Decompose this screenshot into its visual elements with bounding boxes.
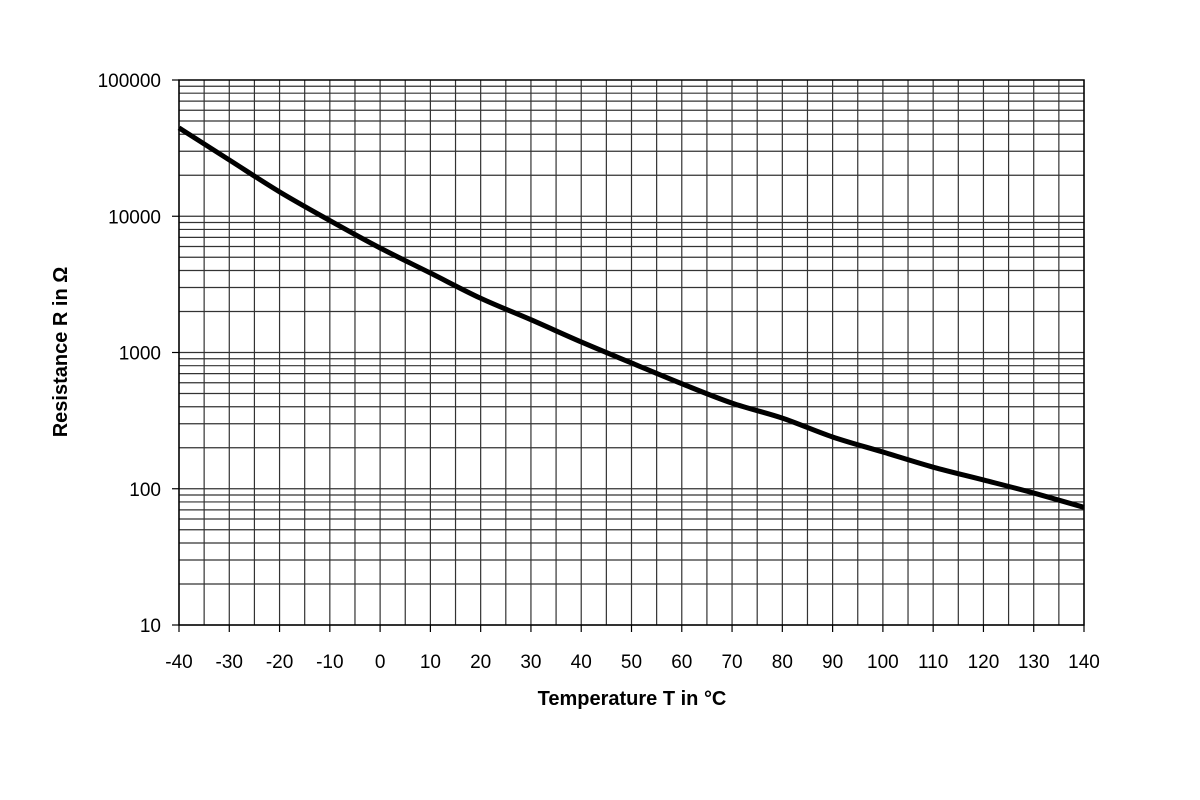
y-tick-label: 100000 (98, 71, 161, 92)
x-tick-label: 40 (571, 652, 592, 673)
x-tick-label: -30 (216, 652, 243, 673)
y-tick-label: 1000 (119, 344, 161, 365)
x-tick-label: 130 (1018, 652, 1050, 673)
x-tick-label: -10 (316, 652, 343, 673)
y-tick-label: 100 (129, 480, 161, 501)
y-axis-ticks: 10 100 1000 10000 100000 (98, 71, 179, 637)
x-tick-label: -20 (266, 652, 293, 673)
x-tick-label: 90 (822, 652, 843, 673)
grid (178, 80, 1085, 626)
x-tick-label: 80 (772, 652, 793, 673)
series-line (177, 125, 1085, 510)
x-tick-label: 50 (621, 652, 642, 673)
x-tick-label: 110 (918, 652, 948, 673)
x-tick-label: 70 (721, 652, 742, 673)
x-tick-label: 10 (420, 652, 441, 673)
y-tick-label: 10000 (108, 207, 161, 228)
x-axis-label: Temperature T in °C (538, 688, 727, 710)
x-tick-label: 140 (1068, 652, 1100, 673)
y-axis-label: Resistance R in Ω (50, 267, 72, 438)
x-tick-label: 100 (867, 652, 899, 673)
x-tick-label: 60 (671, 652, 692, 673)
x-tick-label: 20 (470, 652, 491, 673)
x-tick-label: -40 (165, 652, 192, 673)
x-tick-label: 120 (968, 652, 1000, 673)
x-axis-ticks: -40 -30 -20 -10 0 10 20 30 40 50 60 70 80 90 100 110 120… (165, 625, 1100, 673)
y-tick-label: 10 (140, 616, 161, 637)
x-tick-label: 0 (375, 652, 386, 673)
x-tick-label: 30 (520, 652, 541, 673)
